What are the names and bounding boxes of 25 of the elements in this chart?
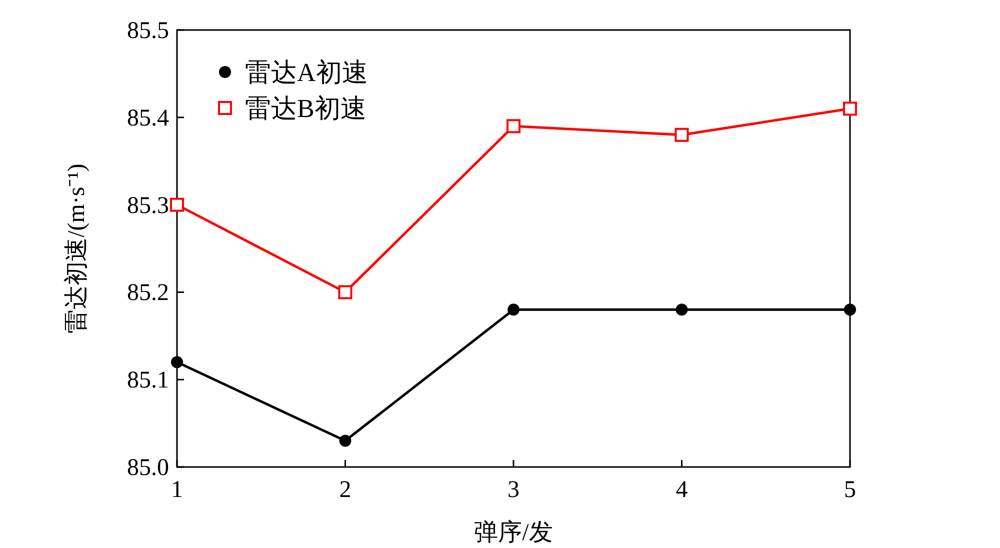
y-tick-label: 85.3 (127, 192, 169, 219)
y-tick-label: 85.0 (127, 455, 169, 481)
x-tick-label: 5 (844, 477, 856, 503)
y-tick-label: 85.4 (127, 105, 169, 132)
x-tick-label: 1 (171, 477, 183, 503)
point (339, 434, 352, 447)
x-tick-label: 2 (339, 477, 352, 503)
point (674, 128, 689, 142)
point (506, 119, 520, 134)
y-tick-label: 85.1 (127, 368, 169, 394)
y-axis-title: 雷达初速/(m·s⁻¹) (63, 164, 90, 334)
point (508, 304, 520, 316)
point (338, 285, 352, 300)
point (170, 198, 184, 212)
point (171, 356, 183, 368)
point (843, 102, 857, 116)
point (676, 304, 688, 316)
legend-label: 雷达A初速 (245, 58, 368, 87)
point (844, 304, 856, 316)
x-axis-title: 弹序/发 (474, 519, 553, 546)
y-tick-label: 85.2 (127, 280, 169, 306)
x-tick-label: 3 (508, 477, 520, 503)
legend-label: 雷达B初速 (245, 94, 366, 123)
x-tick-label: 4 (676, 477, 688, 503)
y-tick-label: 85.5 (127, 18, 169, 44)
